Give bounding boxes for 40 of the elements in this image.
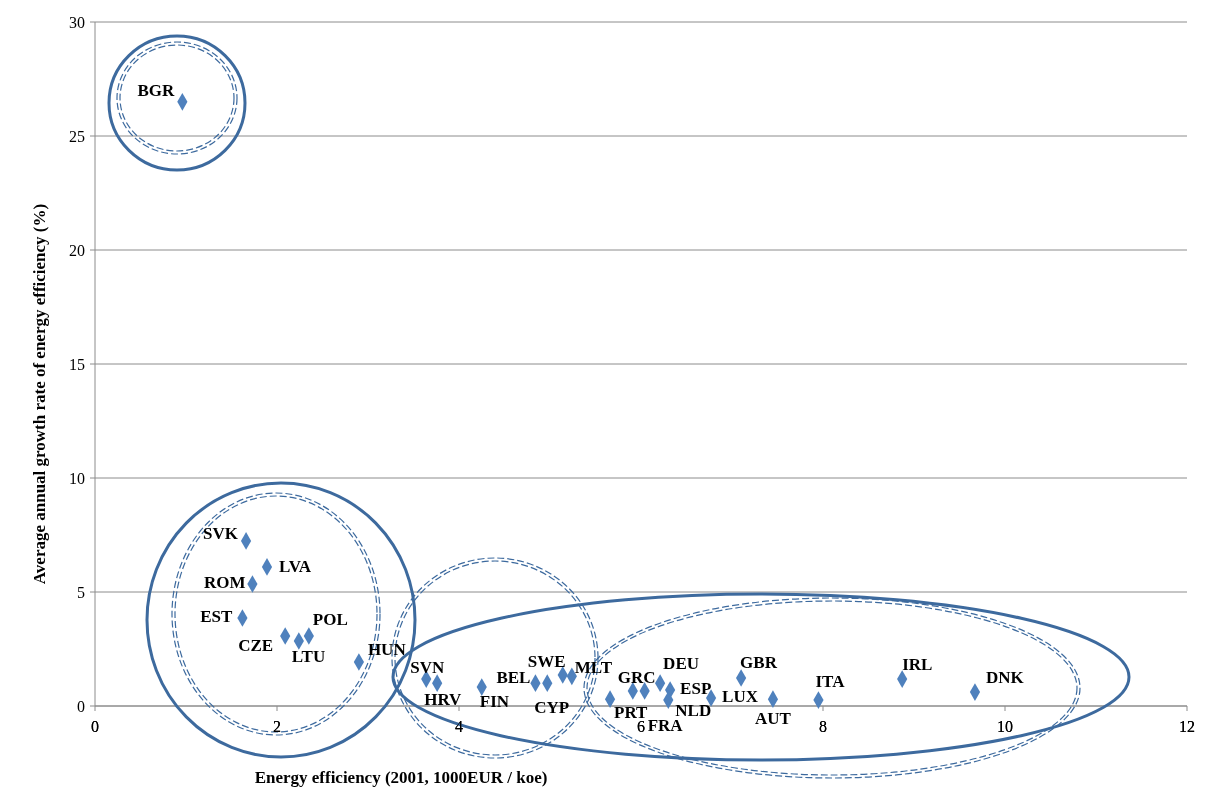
y-tick-label: 15 [69, 355, 85, 373]
annotation: CZE [238, 636, 274, 655]
y-tick-label: 10 [69, 469, 85, 487]
x-tick-label: 8 [819, 718, 827, 735]
annotation: HRV [424, 690, 463, 710]
annotation: HUN [367, 640, 407, 659]
annotation: DEU [663, 654, 700, 674]
annotation: SVK [203, 523, 239, 543]
annotation: LUX [722, 687, 759, 707]
x-tick-label: 10 [997, 718, 1013, 735]
annotation: ITA [815, 672, 846, 692]
x-tick-label: 0 [91, 718, 99, 735]
annotation: IRL [902, 655, 933, 675]
x-tick-label: 12 [1179, 718, 1195, 735]
annotation: AUT [754, 709, 792, 729]
annotation: MLT [574, 658, 613, 678]
annotation: LTU [291, 647, 326, 667]
annotation: EST [200, 606, 234, 626]
y-tick-label: 5 [77, 583, 85, 601]
x-tick-label: 6 [637, 718, 645, 735]
y-tick-label: 30 [69, 13, 85, 31]
annotation: CYP [534, 698, 570, 718]
annotation: FIN [479, 692, 510, 712]
annotation: LVA [278, 556, 312, 576]
annotation: GRC [617, 667, 656, 687]
annotation: DNK [985, 668, 1025, 688]
annotation: SVN [410, 658, 445, 678]
x-axis-title: Energy efficiency (2001, 1000EUR / koe) [254, 768, 548, 787]
annotation: ESP [680, 679, 712, 699]
annotation: BEL [496, 668, 531, 688]
annotation: POL [312, 610, 348, 629]
x-tick-label: 2 [273, 718, 281, 735]
annotation: ROM [203, 573, 246, 593]
y-axis-title: Average annual growth rate of energy efficiency (%) [30, 203, 49, 585]
annotation: BGR [137, 80, 176, 100]
y-tick-label: 20 [69, 241, 85, 259]
y-tick-label: 0 [77, 697, 85, 715]
annotation: GBR [740, 652, 778, 672]
y-tick-label: 25 [69, 127, 85, 145]
annotation: SWE [527, 651, 566, 671]
